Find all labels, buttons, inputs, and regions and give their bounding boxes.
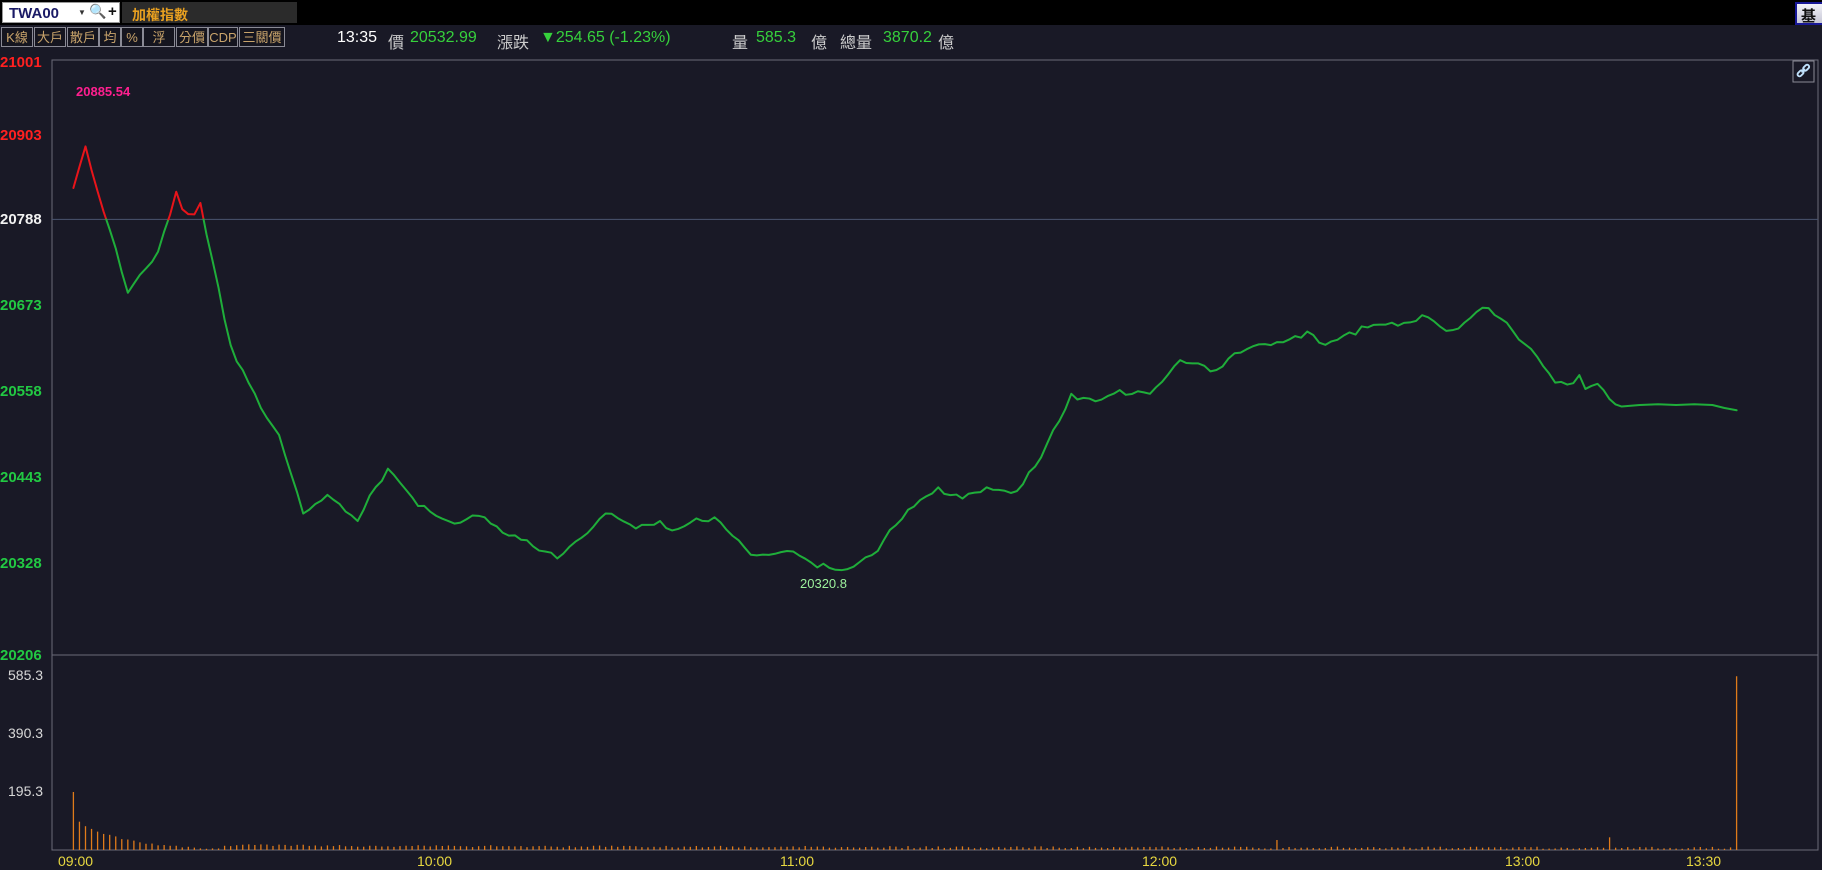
svg-text:20885.54: 20885.54	[76, 84, 131, 99]
svg-text:20320.8: 20320.8	[800, 576, 847, 591]
